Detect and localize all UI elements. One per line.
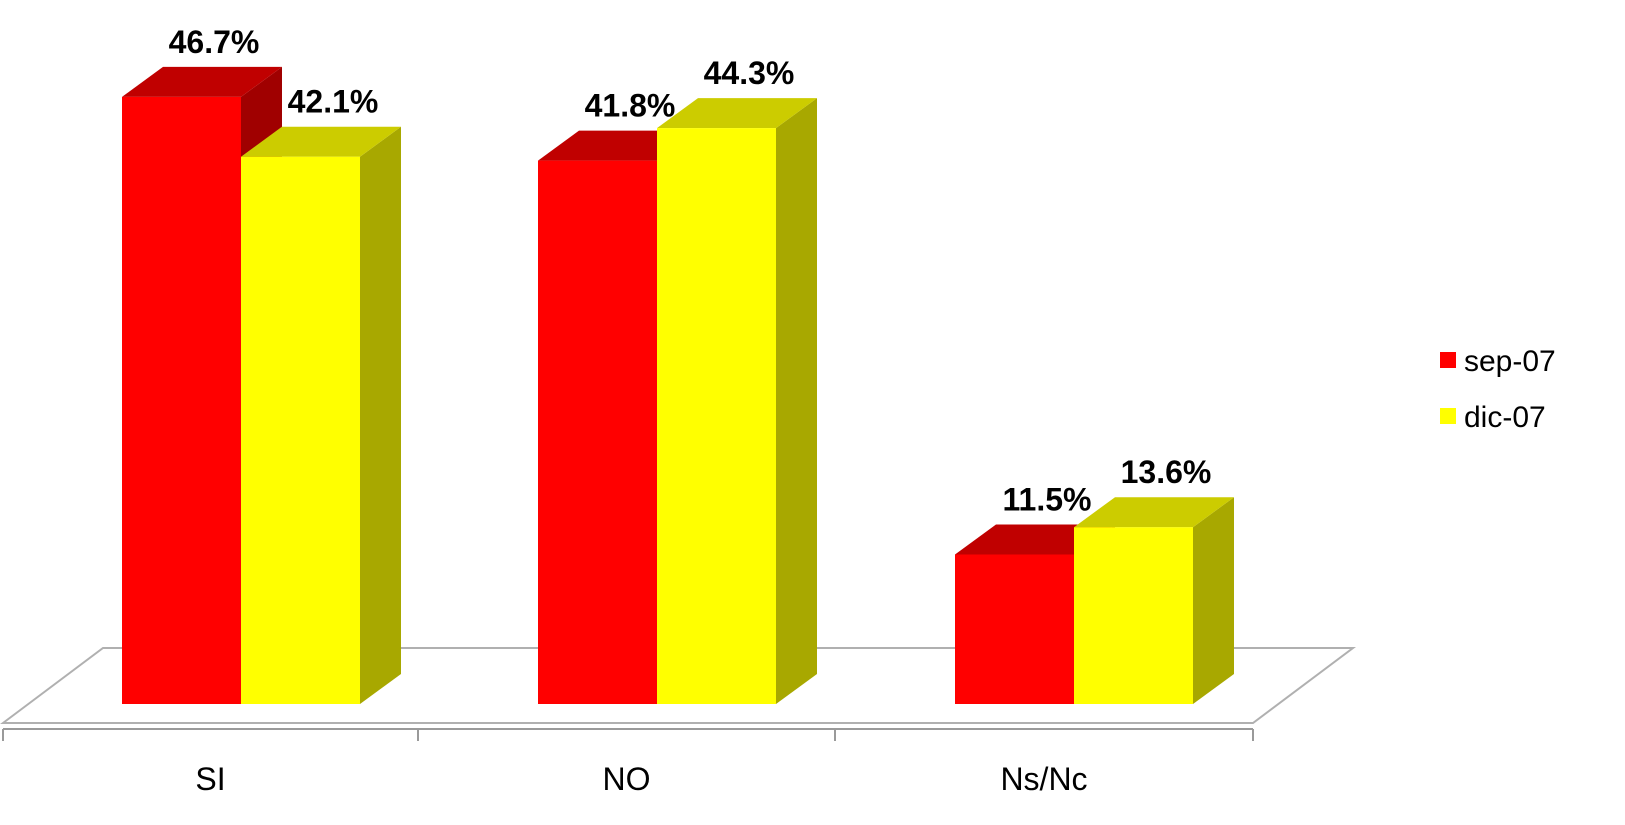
bar <box>241 126 401 704</box>
bar-front <box>241 156 360 704</box>
bar-front <box>538 160 657 705</box>
bar-top <box>122 66 282 97</box>
x-tick-label: NO <box>603 761 651 797</box>
legend-swatch <box>1440 352 1456 368</box>
bars-group <box>122 66 1234 705</box>
bar-side <box>360 126 401 704</box>
bar-front <box>122 96 241 704</box>
data-label: 13.6% <box>1121 454 1212 490</box>
legend: sep-07 dic-07 <box>1440 345 1556 434</box>
value-labels: 46.7% 42.1% 41.8% 44.3% 11.5% 13.6% <box>169 24 1212 518</box>
data-label: 11.5% <box>1003 482 1092 518</box>
data-label: 41.8% <box>585 88 676 124</box>
data-label: 46.7% <box>169 24 260 60</box>
bar-front <box>657 128 776 705</box>
data-label: 42.1% <box>288 84 379 120</box>
bar-front <box>955 554 1074 704</box>
bar-top <box>241 126 401 157</box>
bar-front <box>1074 527 1193 704</box>
x-tick-label: Ns/Nc <box>1000 761 1087 797</box>
category-axis: SI NO Ns/Nc <box>2 728 1254 797</box>
bar-side <box>776 98 817 705</box>
legend-item: dic-07 <box>1440 401 1546 434</box>
legend-swatch <box>1440 408 1456 424</box>
legend-label: sep-07 <box>1464 345 1556 378</box>
bar <box>1074 497 1234 704</box>
bar-top <box>657 98 817 129</box>
legend-label: dic-07 <box>1464 401 1546 434</box>
data-label: 44.3% <box>704 55 795 91</box>
bar <box>657 98 817 705</box>
bar-side <box>1193 497 1234 704</box>
bar-top <box>1074 497 1234 528</box>
legend-item: sep-07 <box>1440 345 1556 378</box>
x-tick-label: SI <box>195 761 225 797</box>
